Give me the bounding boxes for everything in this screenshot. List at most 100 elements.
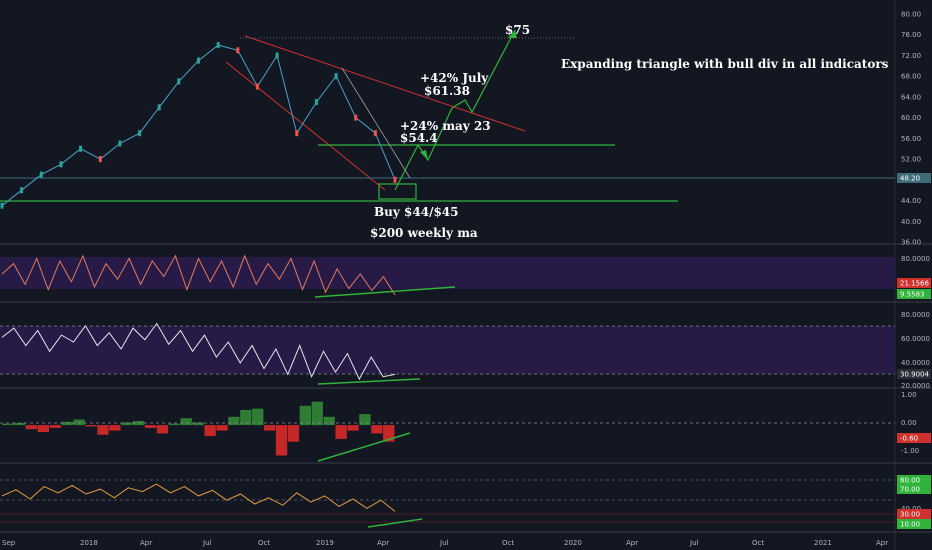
price-candle bbox=[334, 73, 338, 80]
price-candle bbox=[118, 140, 122, 147]
ind1-line bbox=[1, 254, 396, 296]
ind2-y-tick-label: 60.0000 bbox=[901, 335, 930, 343]
ind3-bar bbox=[168, 423, 180, 426]
badge-price-last bbox=[897, 173, 931, 183]
annotation-weekly-ma: $200 weekly ma bbox=[370, 226, 478, 240]
price-y-tick-label: 44.00 bbox=[901, 197, 921, 205]
price-candle bbox=[255, 83, 259, 90]
time-axis-label: Oct bbox=[502, 539, 514, 547]
ind3-bar bbox=[347, 425, 359, 431]
price-candle bbox=[393, 176, 397, 183]
annotation-july-price: $61.38 bbox=[424, 84, 470, 98]
price-y-tick-label: 64.00 bbox=[901, 93, 921, 101]
price-candle bbox=[236, 47, 240, 54]
ind3-bar bbox=[97, 425, 109, 435]
time-axis-label: Jul bbox=[202, 539, 212, 547]
badge-ind4-a bbox=[897, 475, 931, 485]
price-y-tick-label: 80.00 bbox=[901, 11, 921, 19]
ind3-bar bbox=[156, 425, 169, 434]
price-candle bbox=[39, 171, 43, 178]
price-candle bbox=[197, 57, 200, 64]
ind3-bar bbox=[311, 401, 323, 426]
badge-ind1-b bbox=[897, 289, 931, 299]
price-y-tick-label: 60.00 bbox=[901, 114, 921, 122]
badge-ind3-text: -0.60 bbox=[900, 435, 918, 443]
badge-ind4-d-text: 10.00 bbox=[900, 521, 920, 529]
ind3-bar bbox=[109, 425, 121, 431]
badge-price-last-text: 48.20 bbox=[900, 175, 920, 183]
ind3-bar bbox=[264, 425, 276, 431]
ind3-bar bbox=[13, 422, 26, 426]
badge-ind4-b bbox=[897, 484, 931, 494]
price-line bbox=[1, 44, 396, 207]
badge-ind4-a-text: 80.00 bbox=[900, 477, 920, 485]
ind3-bar bbox=[228, 416, 240, 426]
annotation-title-note: Expanding triangle with bull div in all … bbox=[561, 57, 889, 71]
ind3-bar bbox=[85, 425, 97, 427]
ind3-y-tick-label: 1.00 bbox=[901, 391, 917, 399]
ind3-bar bbox=[335, 425, 347, 439]
time-axis-label: 2018 bbox=[80, 539, 98, 547]
ind3-y-tick-label: -1.00 bbox=[901, 447, 919, 455]
price-candle bbox=[275, 52, 279, 59]
ind3-bar bbox=[371, 425, 383, 434]
price-candle bbox=[177, 78, 181, 85]
time-axis-label: 2019 bbox=[316, 539, 334, 547]
badge-ind4-b-text: 70.00 bbox=[900, 486, 920, 494]
badge-ind3 bbox=[897, 433, 931, 443]
price-y-tick-label: 40.00 bbox=[901, 218, 921, 226]
price-candle bbox=[20, 187, 24, 194]
badge-ind1-a bbox=[897, 278, 931, 288]
price-candle bbox=[59, 161, 63, 168]
ind3-bar bbox=[25, 425, 38, 430]
price-candle bbox=[98, 156, 102, 163]
price-y-tick-label: 68.00 bbox=[901, 73, 921, 81]
ind3-bar bbox=[49, 425, 61, 428]
ind2-y-tick-label: 80.0000 bbox=[901, 311, 930, 319]
ind2-line bbox=[1, 322, 396, 381]
ind3-bar bbox=[192, 422, 204, 426]
time-axis-label: Apr bbox=[377, 539, 389, 547]
badge-ind2-text: 30.9004 bbox=[900, 371, 929, 379]
ind3-bar bbox=[61, 421, 73, 426]
time-axis-label: Jul bbox=[439, 539, 449, 547]
price-candle bbox=[0, 202, 4, 209]
time-axis-label: Apr bbox=[626, 539, 638, 547]
price-candle bbox=[373, 130, 377, 137]
time-axis-label: Oct bbox=[258, 539, 270, 547]
ind3-bar bbox=[121, 422, 133, 426]
badge-ind4-d bbox=[897, 519, 931, 529]
ind3-bar bbox=[275, 425, 288, 456]
price-candle bbox=[157, 104, 161, 111]
price-y-tick-label: 36.00 bbox=[901, 239, 921, 247]
price-y-tick-label: 72.00 bbox=[901, 52, 921, 60]
ind2-y-tick-label: 40.0000 bbox=[901, 359, 930, 367]
price-y-tick-label: 76.00 bbox=[901, 31, 921, 39]
time-axis-label: 2021 bbox=[814, 539, 832, 547]
ind3-bar bbox=[383, 425, 395, 442]
time-axis-label: Jul bbox=[689, 539, 699, 547]
ind3-bar bbox=[323, 416, 335, 426]
price-y-tick-label: 52.00 bbox=[901, 156, 921, 164]
ind3-bar bbox=[240, 409, 252, 426]
time-axis-label: 2020 bbox=[564, 539, 582, 547]
time-axis-label: Apr bbox=[140, 539, 152, 547]
ind3-bar bbox=[216, 425, 228, 431]
ind3-bar bbox=[252, 408, 264, 426]
ind3-bar bbox=[37, 425, 49, 432]
badge-ind1-a-text: 21.1566 bbox=[900, 280, 929, 288]
ind3-bar bbox=[180, 418, 192, 426]
price-candle bbox=[138, 130, 142, 137]
price-candle bbox=[295, 130, 299, 137]
time-axis-label: Sep bbox=[2, 539, 16, 547]
badge-ind4-c bbox=[897, 509, 931, 519]
ind3-bar bbox=[287, 425, 300, 442]
annotation-buy: Buy $44/$45 bbox=[374, 205, 459, 219]
time-axis-label: Apr bbox=[876, 539, 888, 547]
ind3-bar bbox=[204, 425, 216, 437]
annotation-may-pct: +24% may 23 bbox=[400, 119, 491, 133]
ind3-bar bbox=[144, 425, 157, 428]
price-y-tick-label: 56.00 bbox=[901, 135, 921, 143]
